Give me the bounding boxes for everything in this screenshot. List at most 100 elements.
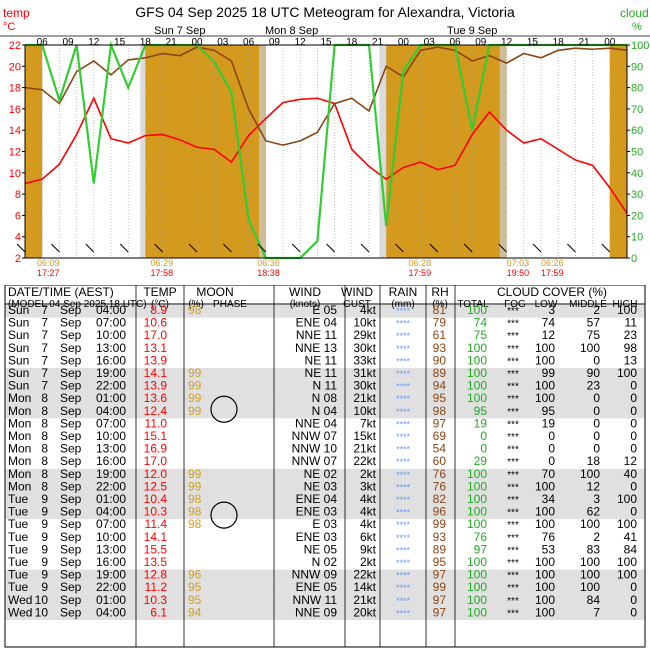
- cell-middle: 100: [580, 555, 600, 569]
- cell-rain: ****: [396, 445, 411, 455]
- left-tick-label: 4: [15, 232, 21, 244]
- cell-total: 74: [474, 316, 488, 330]
- cell-low: 100: [535, 353, 555, 367]
- cell-moon: 99: [188, 391, 202, 405]
- table-row: Mon 8 Sep 19:00 12.0 99 NE 02 2kt **** 76 100 *** 70…: [8, 467, 637, 481]
- cell-month: Sep: [60, 341, 82, 355]
- cell-moon: 96: [188, 568, 202, 582]
- table-body: Sun 7 Sep 04:00 8.9 98 E 05 4kt **** 81 100 *** 3 2 10…: [8, 303, 637, 619]
- cell-time: 13:00: [96, 542, 126, 556]
- night-band: [145, 45, 266, 258]
- cell-date: 7: [41, 379, 48, 393]
- cell-rain: ****: [396, 394, 411, 404]
- cell-temp: 11.2: [145, 580, 168, 594]
- table-row: Wed 10 Sep 04:00 6.1 94 NNE 09 20kt **** 97 100 ***…: [8, 605, 637, 619]
- cell-total: 100: [467, 555, 487, 569]
- left-axis-label: temp: [3, 6, 30, 20]
- cell-time: 04:00: [96, 605, 126, 619]
- cell-fog: ***: [507, 457, 519, 468]
- cell-gust: 31kt: [353, 366, 376, 380]
- wind-barb: [463, 243, 473, 253]
- cell-day: Wed: [8, 605, 32, 619]
- cell-rh: 93: [433, 530, 447, 544]
- cell-temp: 8.9: [150, 303, 167, 317]
- cell-date: 9: [41, 568, 48, 582]
- left-tick-label: 2: [15, 253, 21, 265]
- cell-fog: ***: [507, 306, 519, 317]
- header-model: (MODEL 04 Sep 2025 18 UTC): [8, 299, 147, 310]
- cell-day: Mon: [8, 479, 31, 493]
- hour-tick-label: 03: [217, 37, 229, 48]
- cell-low: 100: [535, 605, 555, 619]
- cell-day: Tue: [8, 517, 29, 531]
- cell-rain: ****: [396, 382, 411, 392]
- header-moon-phase: PHASE: [213, 299, 247, 310]
- wind-barb: [532, 243, 542, 253]
- hour-tick-label: 12: [295, 37, 307, 48]
- cell-time: 04:00: [96, 303, 126, 317]
- cell-fog: ***: [507, 432, 519, 443]
- cell-rain: ****: [396, 319, 411, 329]
- cell-wind: NNE 13: [295, 341, 337, 355]
- cell-rh: 81: [433, 303, 447, 317]
- sunrise-label: 06:28: [409, 258, 432, 268]
- cell-month: Sep: [60, 366, 82, 380]
- cell-middle: 83: [587, 542, 601, 556]
- cell-rh: 98: [433, 404, 447, 418]
- cell-wind: NE 02: [304, 467, 338, 481]
- table-row: Sun 7 Sep 16:00 13.9 NE 11 33kt **** 90 100 *** 100…: [8, 353, 637, 367]
- cell-rain: ****: [396, 432, 411, 442]
- sunset-label: 17:27: [37, 268, 60, 278]
- forecast-table: DATE/TIME (AEST)(MODEL 04 Sep 2025 18 UT…: [4, 285, 646, 648]
- cell-total: 100: [467, 605, 487, 619]
- cell-fog: ***: [507, 608, 519, 619]
- cell-temp: 13.6: [144, 391, 168, 405]
- cell-low: 95: [542, 404, 556, 418]
- header-moon: MOON: [196, 285, 233, 299]
- right-tick-label: 10: [631, 232, 643, 244]
- cell-gust: 9kt: [360, 542, 377, 556]
- cell-high: 0: [630, 505, 637, 519]
- cell-time: 07:00: [96, 517, 126, 531]
- day-label: Mon 8 Sep: [265, 25, 318, 37]
- sunrise-label: 07:03: [507, 258, 530, 268]
- header-rh-unit: (%): [432, 299, 448, 310]
- table-row: Tue 9 Sep 19:00 12.8 96 NNW 09 22kt **** 97 100 ***…: [8, 568, 637, 582]
- cell-fog: ***: [507, 495, 519, 506]
- cell-rh: 82: [433, 492, 447, 506]
- left-axis-unit: °C: [3, 21, 15, 33]
- cell-rain: ****: [396, 457, 411, 467]
- hour-tick-label: 06: [243, 37, 255, 48]
- cell-fog: ***: [507, 571, 519, 582]
- table-row: Sun 7 Sep 10:00 17.0 NNE 11 29kt **** 61 75 *** 12 7…: [8, 328, 637, 342]
- cell-total: 100: [467, 341, 487, 355]
- cell-rh: 76: [433, 479, 447, 493]
- header-wind-unit: (knots): [290, 299, 321, 310]
- wind-barb: [429, 243, 439, 253]
- table-header: DATE/TIME (AEST)(MODEL 04 Sep 2025 18 UT…: [8, 285, 638, 310]
- cell-month: Sep: [60, 303, 82, 317]
- cell-day: Tue: [8, 542, 29, 556]
- cell-wind: NE 11: [305, 353, 338, 367]
- hour-tick-label: 15: [114, 37, 126, 48]
- hour-tick-label: 06: [449, 37, 461, 48]
- cell-time: 16:00: [96, 353, 126, 367]
- cell-rain: ****: [396, 356, 411, 366]
- cell-temp: 6.1: [150, 605, 167, 619]
- night-bands: [25, 45, 627, 258]
- cell-fog: ***: [507, 482, 519, 493]
- cell-high: 0: [630, 605, 637, 619]
- left-tick-label: 18: [9, 83, 21, 95]
- table-row: Mon 8 Sep 16:00 17.0 NNW 07 22kt **** 60 29 *** 0 18…: [8, 454, 637, 468]
- cell-time: 13:00: [96, 341, 126, 355]
- wind-barb: [16, 243, 26, 253]
- cell-rh: 61: [433, 328, 447, 342]
- cell-middle: 0: [593, 442, 600, 456]
- cell-high: 98: [624, 341, 638, 355]
- right-tick-label: 0: [631, 253, 637, 265]
- header-fog: FOG: [504, 299, 526, 310]
- series-dew-point: [24, 46, 628, 146]
- header-cloud: CLOUD COVER (%): [497, 285, 607, 299]
- cell-rain: ****: [396, 520, 411, 530]
- cell-day: Sun: [8, 379, 29, 393]
